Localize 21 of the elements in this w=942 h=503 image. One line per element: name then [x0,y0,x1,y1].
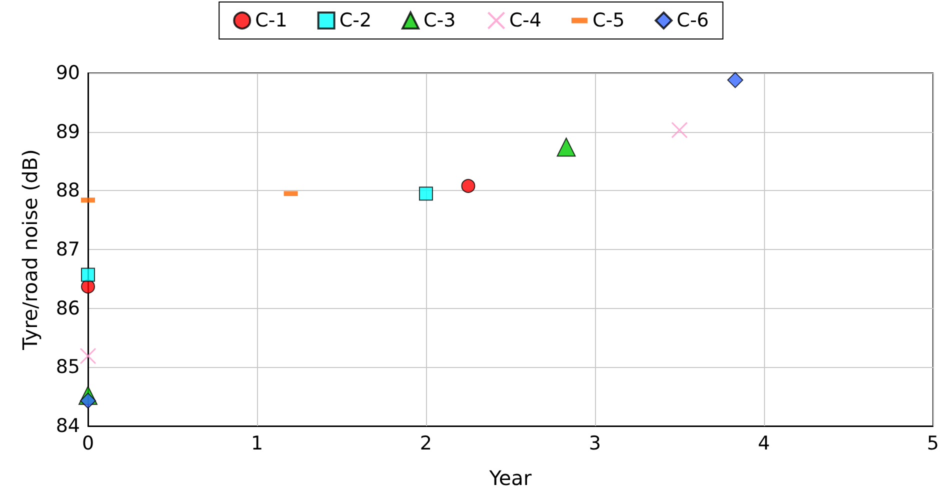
legend-label: C-3 [424,10,456,32]
y-tick-label: 86 [56,297,80,320]
legend-label: C-1 [255,10,288,32]
x-tick-label: 4 [758,432,770,454]
y-tick-label: 87 [56,238,80,260]
legend-label: C-4 [509,10,542,32]
x-tick-label: 2 [420,432,432,454]
x-axis-title: Year [488,466,532,490]
legend-label: C-5 [592,10,625,32]
y-tick-label: 89 [56,120,80,143]
y-tick-label: 84 [56,415,80,437]
x-tick-label: 3 [588,432,602,454]
x-tick-label: 1 [250,432,264,454]
y-tick-label: 88 [56,180,80,202]
legend-label: C-6 [676,10,709,32]
legend-label: C-2 [339,10,372,32]
y-axis-title: Tyre/road noise (dB) [18,149,42,351]
y-tick-label: 90 [56,62,80,84]
y-tick-label: 85 [56,356,80,378]
x-tick-label: 5 [926,432,940,454]
x-tick-label: 0 [82,432,94,454]
